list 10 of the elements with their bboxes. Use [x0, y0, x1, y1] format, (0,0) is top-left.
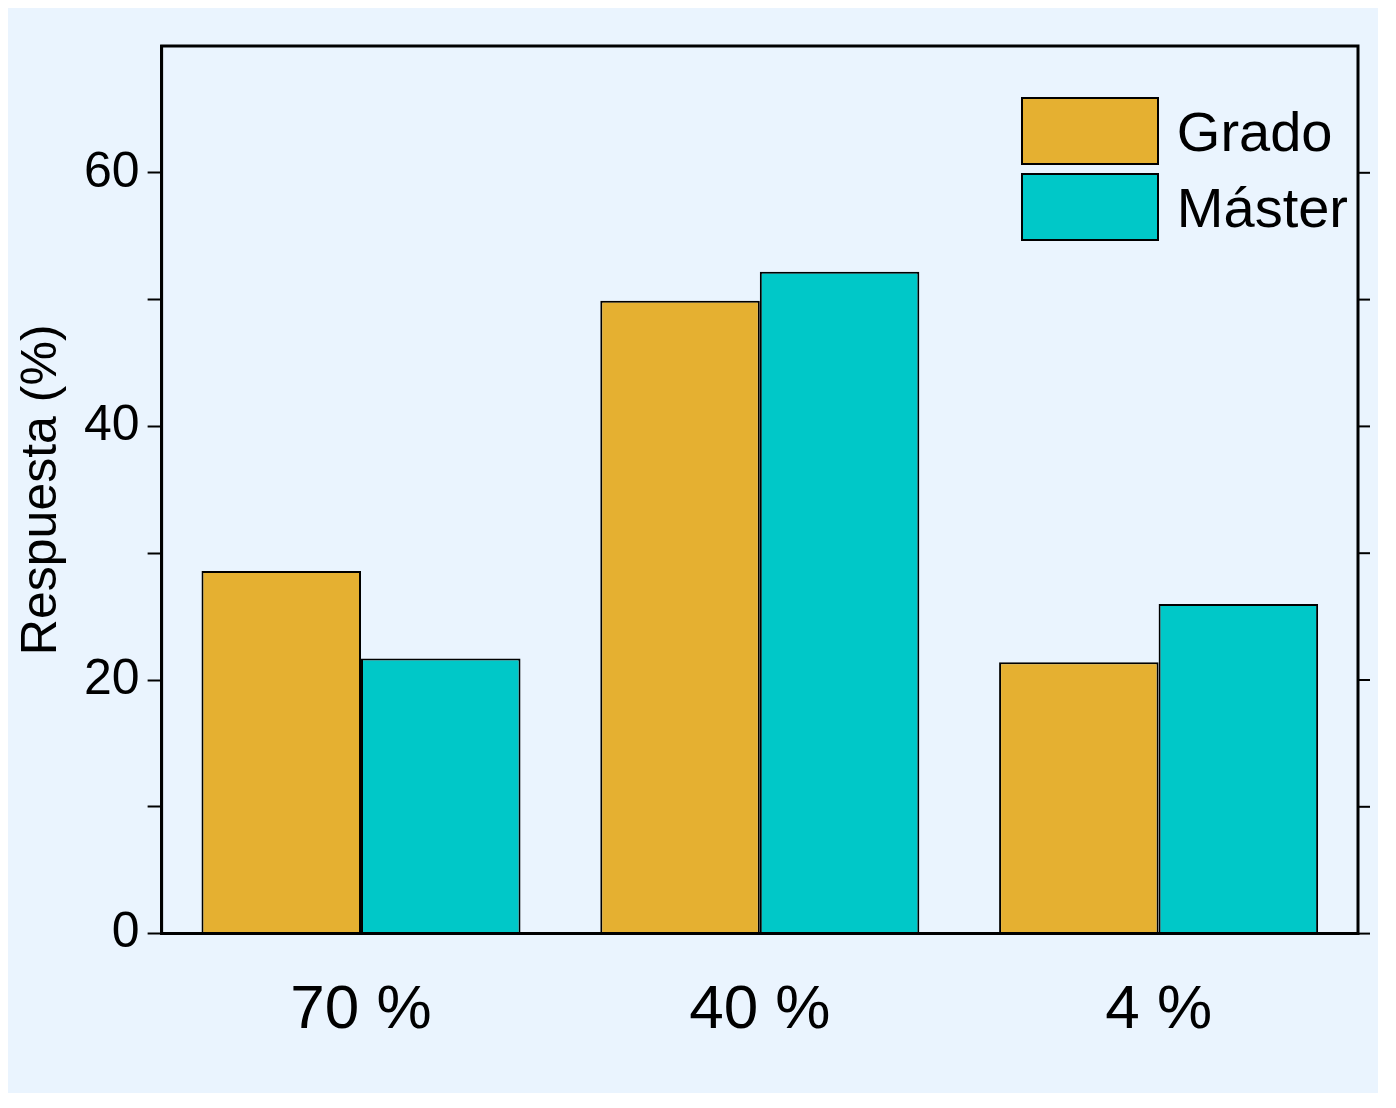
legend-label: Máster [1176, 174, 1348, 240]
x-tick-label: 40 % [689, 971, 831, 1041]
y-tick-label: 0 [111, 902, 140, 959]
y-tick-label: 40 [83, 395, 140, 452]
y-tick-label: 20 [83, 648, 140, 705]
y-tick-label: 60 [83, 141, 140, 198]
y-axis-title: Respuesta (%) [10, 324, 67, 656]
legend-label: Grado [1176, 98, 1333, 164]
x-tick-label: 70 % [290, 971, 432, 1041]
x-tick-label: 4 % [1105, 971, 1213, 1041]
